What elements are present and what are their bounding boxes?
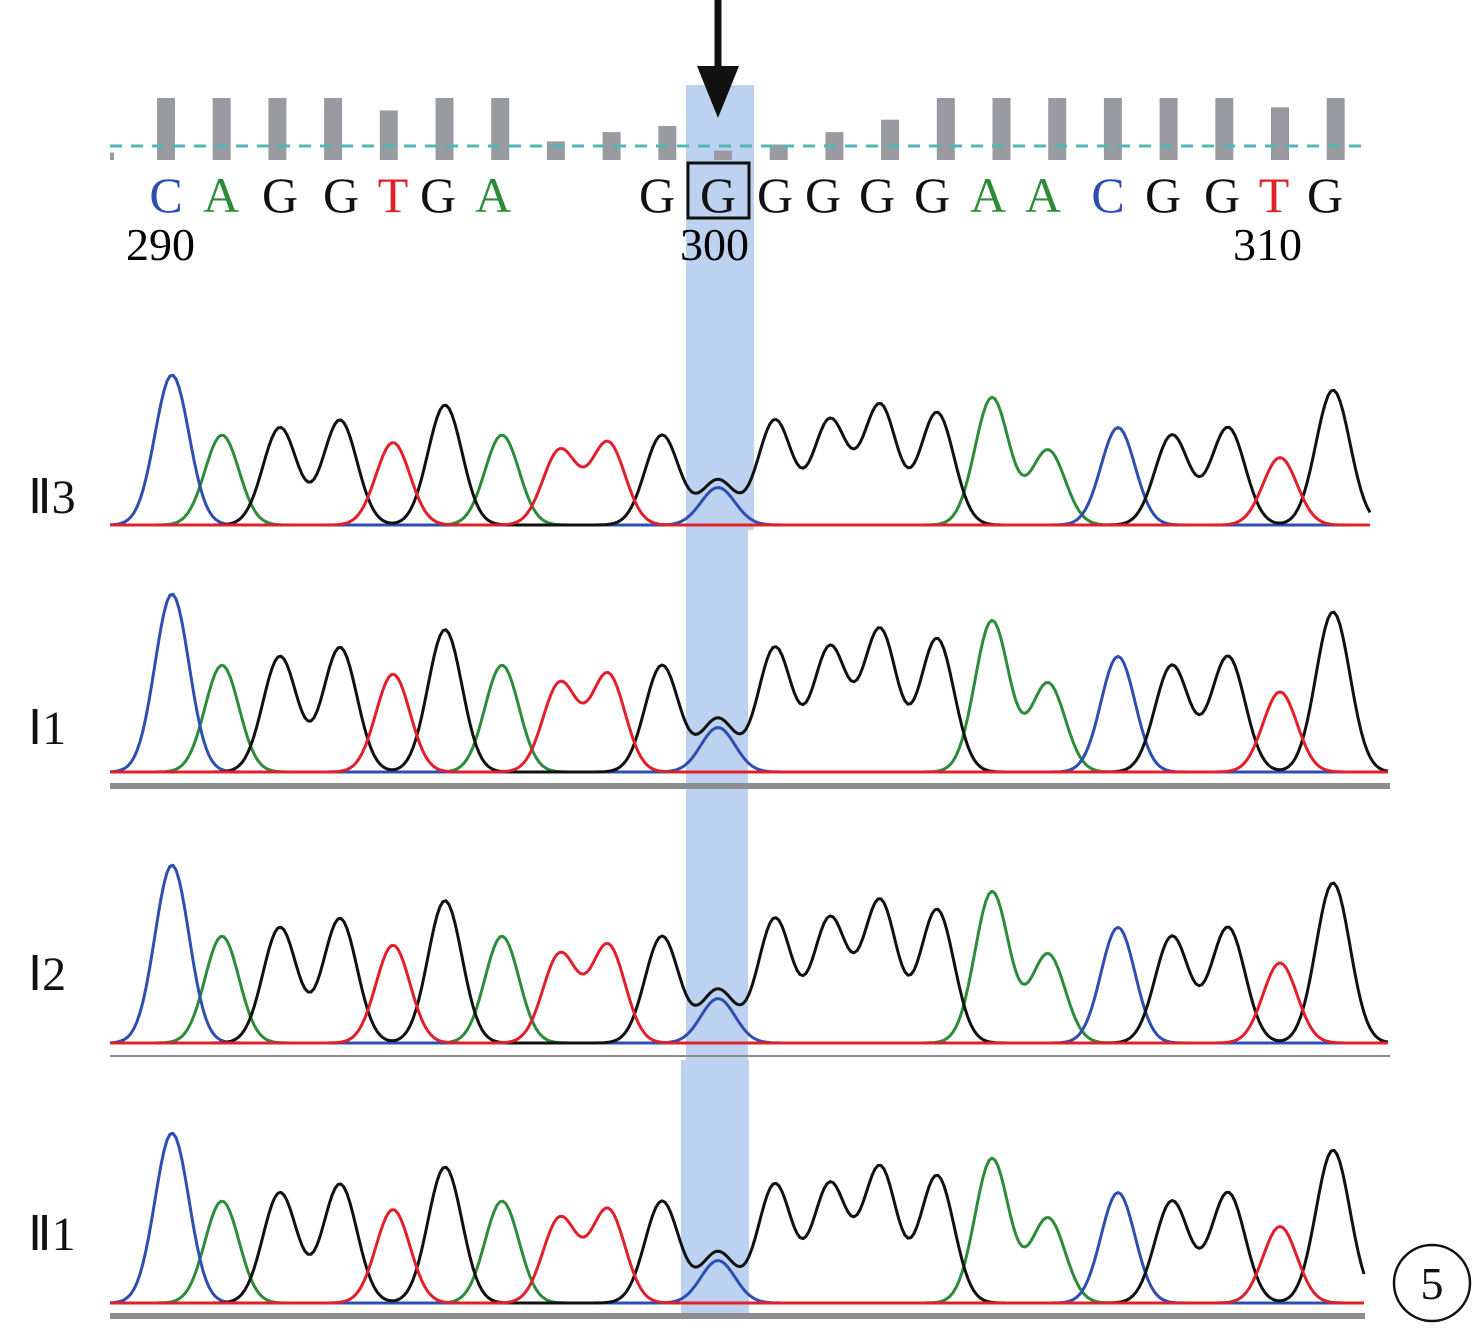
variant-highlight: [686, 530, 748, 1060]
quality-bar: [491, 98, 510, 160]
trace-c-channel: [109, 592, 1388, 774]
quality-bar: [1103, 98, 1122, 160]
quality-bar: [1271, 107, 1289, 160]
quality-bar: [992, 98, 1011, 160]
trace-a-channel: [110, 889, 1388, 1045]
variant-base-box: [686, 161, 751, 220]
base-call: T: [378, 167, 409, 223]
base-call: G: [1204, 167, 1240, 223]
sample-label: Ⅱ3: [28, 471, 76, 524]
trace-g-channel: [110, 610, 1389, 774]
base-call: G: [420, 167, 456, 223]
trace-t-channel: [110, 1206, 1364, 1305]
quality-bar: [1159, 98, 1178, 160]
panel-number: 5: [1421, 1258, 1444, 1309]
variant-arrow-icon: [697, 0, 739, 118]
base-call: T: [1259, 167, 1290, 223]
quality-bar: [769, 144, 788, 160]
quality-bar: [881, 119, 900, 160]
trace-a-channel: [110, 618, 1388, 774]
quality-bar: [546, 141, 565, 160]
chromatogram-trace: [109, 373, 1372, 527]
quality-bar: [714, 150, 732, 160]
panel-number-circle: [1392, 1243, 1472, 1323]
sample-label: Ⅰ1: [28, 702, 66, 755]
base-call: G: [323, 167, 359, 223]
quality-bar: [936, 98, 955, 160]
sample-label: Ⅱ1: [28, 1208, 76, 1261]
base-call: G: [700, 167, 736, 223]
quality-bar: [1215, 98, 1234, 160]
sample-label: Ⅰ2: [28, 948, 66, 1001]
base-call: A: [203, 167, 239, 223]
base-call: G: [1145, 167, 1181, 223]
base-call: G: [1307, 167, 1343, 223]
quality-bar: [658, 125, 677, 160]
base-call: G: [757, 167, 793, 223]
trace-t-channel: [110, 941, 1388, 1045]
base-call: A: [1025, 167, 1061, 223]
base-call: G: [914, 167, 950, 223]
trace-c-channel: [109, 863, 1388, 1045]
quality-bar: [268, 98, 287, 160]
quality-bar: [324, 98, 343, 160]
base-call: A: [475, 167, 511, 223]
base-call: A: [970, 167, 1006, 223]
base-call: G: [805, 167, 841, 223]
position-label: 300: [680, 219, 749, 270]
trace-g-channel: [110, 388, 1372, 527]
trace-t-channel: [110, 439, 1370, 527]
position-label: 310: [1233, 219, 1302, 270]
quality-bar: [435, 98, 454, 160]
trace-g-channel: [110, 881, 1389, 1045]
trace-g-channel: [110, 1148, 1366, 1305]
base-call: G: [639, 167, 675, 223]
base-call: C: [149, 167, 182, 223]
trace-t-channel: [110, 670, 1388, 774]
base-call: G: [859, 167, 895, 223]
quality-bar: [1326, 98, 1345, 160]
position-label: 290: [126, 219, 195, 270]
quality-bar: [212, 98, 231, 160]
quality-bar: [110, 152, 114, 160]
quality-bar: [157, 98, 175, 160]
quality-bar: [602, 132, 621, 160]
quality-bar: [1048, 98, 1067, 160]
chromatogram-trace: [109, 863, 1390, 1057]
variant-highlight: [681, 1060, 749, 1315]
base-call: C: [1091, 167, 1124, 223]
quality-bar: [379, 110, 398, 160]
chromatogram-trace: [109, 1131, 1366, 1319]
chromatogram-trace: [109, 592, 1390, 789]
base-call: G: [262, 167, 298, 223]
